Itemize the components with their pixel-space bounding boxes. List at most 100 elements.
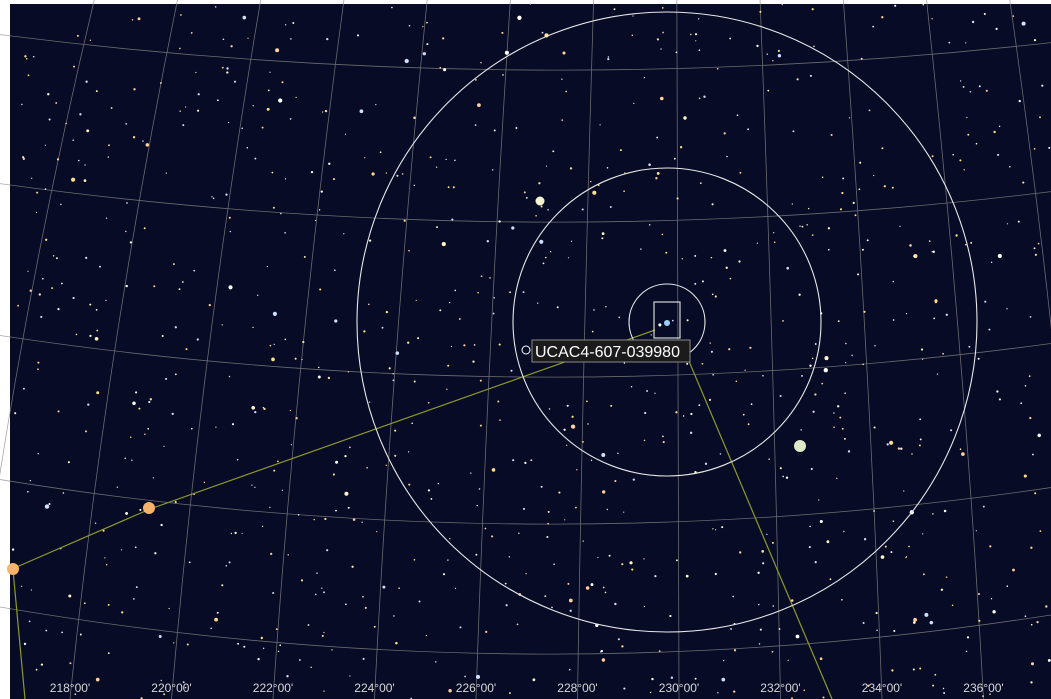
star [427, 489, 430, 492]
star [247, 37, 249, 39]
target-label[interactable]: UCAC4-607-039980 [535, 344, 680, 361]
star [651, 677, 654, 681]
star [163, 445, 165, 448]
star [582, 441, 584, 443]
star [733, 690, 736, 693]
star [993, 130, 996, 134]
star [135, 586, 138, 589]
star [476, 504, 478, 507]
star [95, 309, 98, 311]
star [768, 458, 770, 460]
star [134, 546, 137, 549]
x-axis-label: 218°00' [50, 681, 90, 695]
star [214, 6, 217, 8]
star [539, 239, 544, 244]
star [1039, 116, 1041, 119]
star [29, 289, 32, 292]
star [517, 15, 522, 20]
star [841, 598, 843, 601]
star [762, 562, 765, 565]
star [44, 188, 47, 190]
star [570, 240, 573, 242]
star [131, 459, 133, 461]
star [629, 561, 633, 565]
star [644, 411, 647, 415]
star [662, 435, 664, 438]
star [83, 179, 87, 182]
star [463, 344, 466, 347]
star [989, 693, 991, 695]
star [723, 132, 726, 135]
star [899, 225, 901, 228]
star [492, 312, 495, 315]
star [623, 687, 626, 690]
star [585, 586, 590, 590]
star [359, 109, 364, 114]
star [120, 549, 123, 551]
star [138, 407, 141, 410]
star [208, 303, 211, 307]
star [454, 159, 456, 162]
star [361, 521, 363, 523]
star [197, 93, 200, 96]
star [959, 80, 962, 82]
star [881, 147, 884, 150]
star [442, 573, 446, 576]
x-axis-label: 234°00' [862, 681, 902, 695]
star [511, 226, 515, 230]
star [347, 506, 350, 509]
star [919, 438, 922, 441]
star [948, 41, 951, 44]
star [756, 242, 759, 244]
star [601, 453, 606, 457]
star [71, 177, 76, 182]
star [316, 572, 318, 574]
star [726, 155, 728, 158]
star [76, 34, 79, 37]
star [695, 40, 697, 42]
star [872, 25, 875, 28]
star [1028, 375, 1031, 378]
star [884, 545, 887, 548]
target-star[interactable] [664, 320, 670, 326]
star [873, 174, 875, 177]
star [442, 37, 445, 40]
star [184, 106, 187, 108]
star [20, 585, 23, 587]
star [798, 293, 801, 296]
star [470, 472, 472, 474]
star [643, 439, 646, 442]
star [417, 337, 420, 340]
star [381, 326, 384, 329]
star [801, 225, 804, 228]
star [759, 628, 762, 631]
star [558, 491, 561, 494]
star [900, 447, 903, 450]
star [301, 358, 303, 361]
star [89, 303, 92, 306]
star [94, 522, 97, 524]
star [542, 262, 545, 265]
star [439, 309, 442, 312]
star [55, 102, 58, 104]
star [345, 603, 347, 606]
star [818, 499, 820, 501]
star [174, 326, 177, 329]
star [830, 133, 833, 137]
star [912, 621, 916, 624]
star [489, 277, 491, 279]
star [1030, 662, 1035, 666]
star [499, 419, 501, 421]
star [556, 306, 559, 309]
star [319, 288, 322, 291]
star [597, 556, 599, 559]
star [623, 362, 626, 364]
star [262, 647, 265, 650]
star [310, 666, 312, 668]
star [280, 212, 282, 215]
star [272, 206, 275, 209]
star [284, 231, 286, 234]
star [504, 582, 507, 585]
star [454, 289, 457, 292]
star [643, 76, 646, 79]
